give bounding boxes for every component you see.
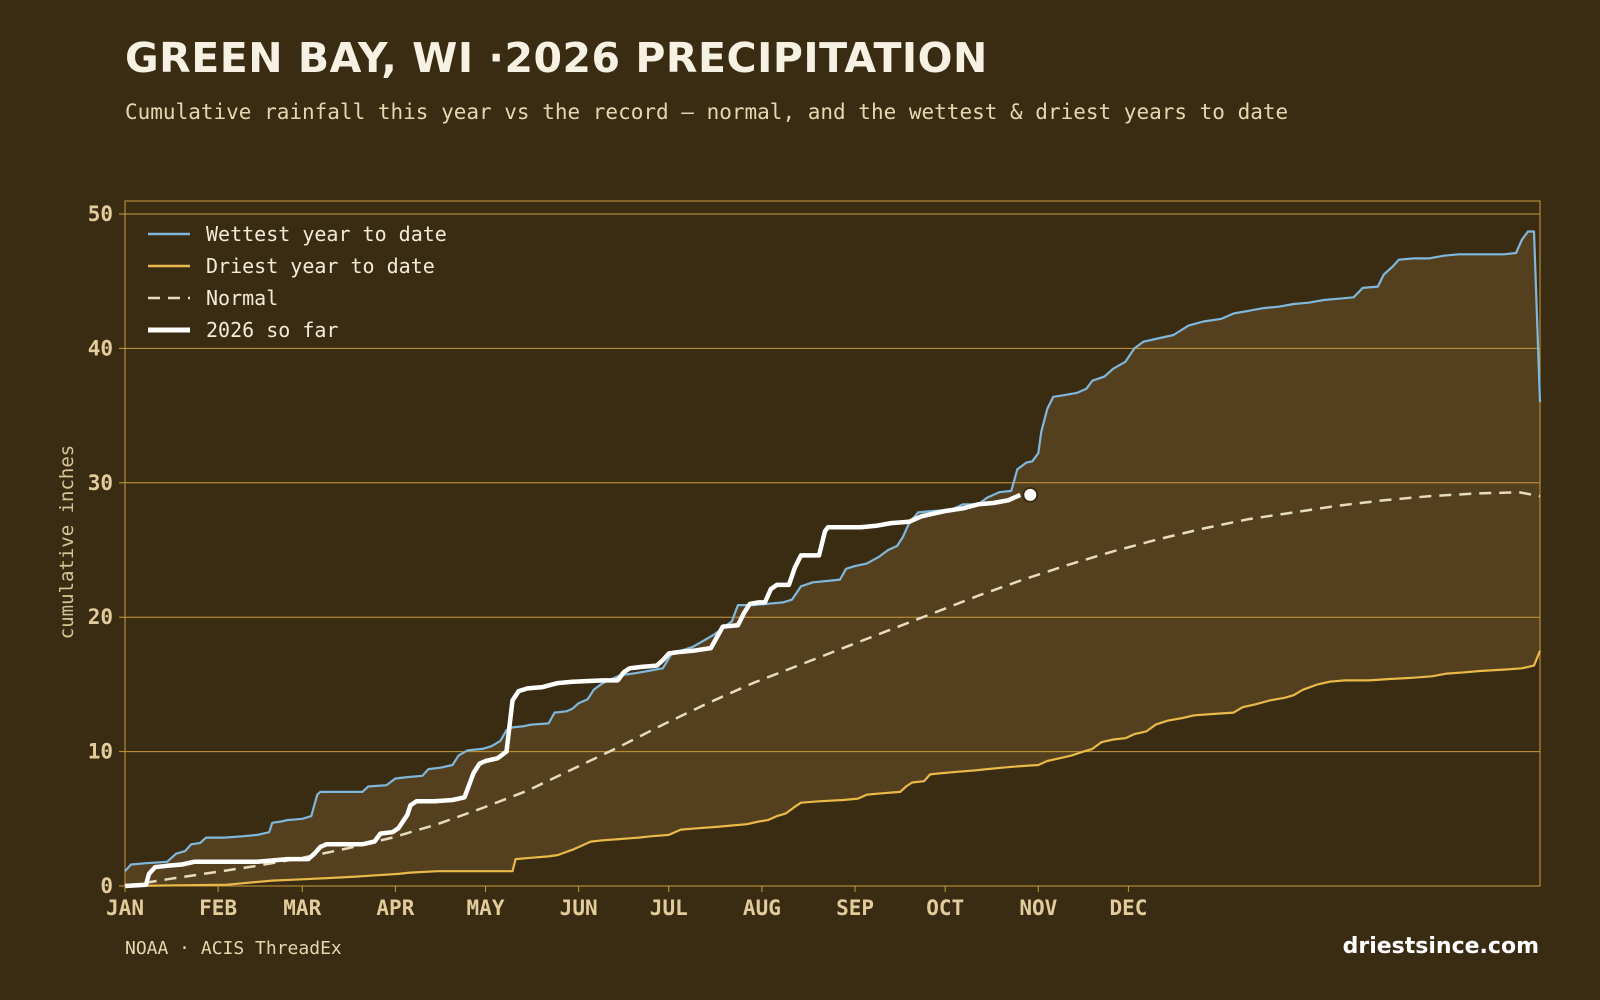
- wettest-line: [124, 230, 1542, 872]
- source-credit: NOAA · ACIS ThreadEx: [125, 938, 342, 959]
- current-value-marker: [1022, 486, 1039, 503]
- x-tick-label-sep: SEP: [836, 896, 874, 920]
- y-tick-label: 10: [88, 740, 113, 764]
- wettest-driest-band: [125, 231, 1540, 886]
- y-tick-label: 20: [88, 605, 113, 629]
- site-name: driestsince.com: [1342, 934, 1539, 959]
- x-tick-label-feb: FEB: [199, 896, 237, 920]
- y-tick-label: 50: [88, 202, 113, 226]
- x-tick-label-oct: OCT: [926, 896, 964, 920]
- page-subtitle: Cumulative rainfall this year vs the rec…: [125, 100, 1289, 124]
- legend-label-wettest-line: Wettest year to date: [206, 222, 447, 246]
- x-tick-label-aug: AUG: [743, 896, 781, 920]
- range-band-area: [125, 231, 1540, 886]
- x-tick-label-apr: APR: [376, 896, 414, 920]
- x-tick-label-jun: JUN: [560, 896, 598, 920]
- x-tick-label-may: MAY: [467, 896, 505, 920]
- legend-label-current-year-line: 2026 so far: [206, 318, 338, 342]
- x-tick-label-nov: NOV: [1019, 896, 1057, 920]
- series-lines: [124, 230, 1542, 889]
- legend: Wettest year to date Driest year to date N…: [148, 222, 447, 342]
- driest-line: [124, 650, 1542, 888]
- x-tick-label-jul: JUL: [650, 896, 688, 920]
- current-year-line: [124, 492, 1022, 889]
- y-tick-label: 40: [88, 336, 113, 360]
- y-tick-label: 0: [100, 874, 113, 898]
- legend-label-driest-line: Driest year to date: [206, 254, 435, 278]
- legend-label-normal-line: Normal: [206, 286, 278, 310]
- axes: 0 10 20 30 40 50 JAN FEB MAR APR MAY JUN JUL AUG SEP OC…: [88, 202, 1148, 920]
- x-tick-label-mar: MAR: [283, 896, 321, 920]
- y-tick-label: 30: [88, 471, 113, 495]
- x-tick-label-jan: JAN: [106, 896, 144, 920]
- gridlines: [124, 200, 1541, 887]
- page-title: GREEN BAY, WI ·2026 PRECIPITATION: [125, 34, 988, 82]
- x-tick-label-dec: DEC: [1109, 896, 1147, 920]
